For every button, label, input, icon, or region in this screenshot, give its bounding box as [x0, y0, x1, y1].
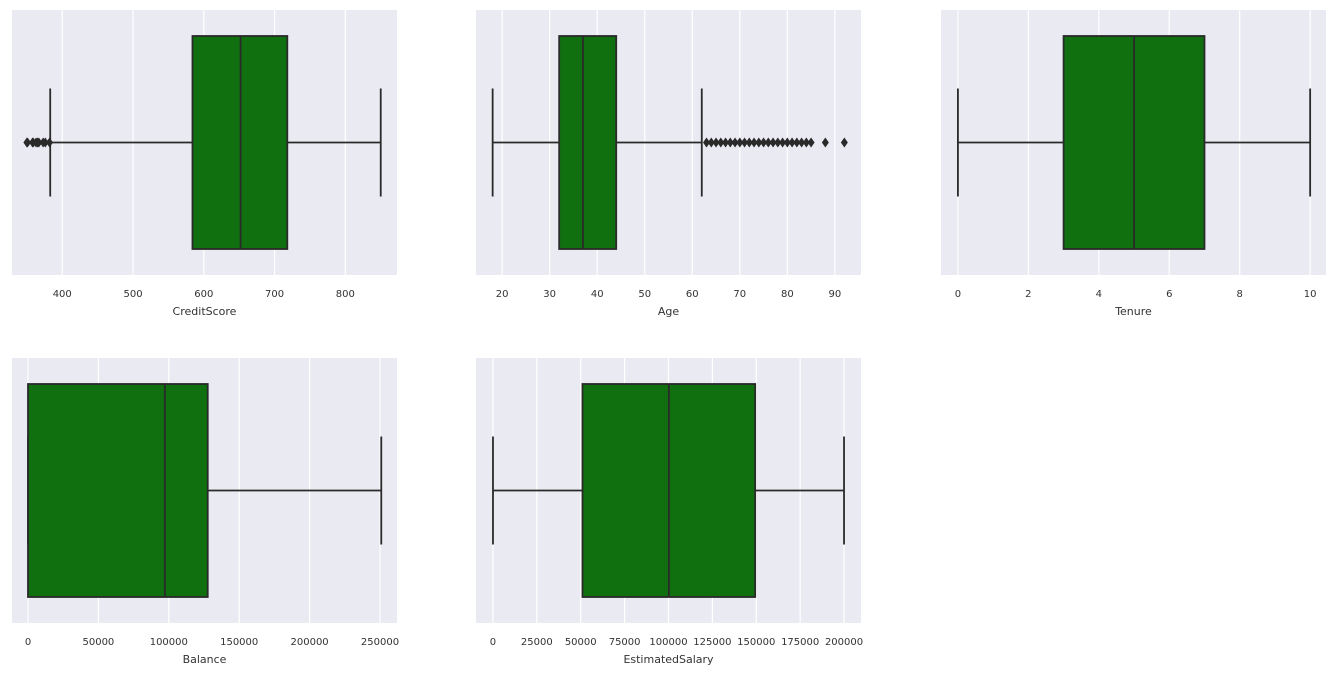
x-tick-label: 250000	[361, 637, 399, 648]
x-tick-label: 8	[1237, 289, 1243, 300]
x-tick-label: 10	[1304, 289, 1317, 300]
x-tick-label: 60	[686, 289, 699, 300]
x-tick-label: 125000	[693, 637, 731, 648]
flier	[726, 137, 734, 148]
x-axis-label: CreditScore	[173, 305, 237, 318]
x-tick-label: 175000	[781, 637, 819, 648]
x-tick-label: 150000	[220, 637, 258, 648]
flier	[707, 137, 715, 148]
flier	[712, 137, 720, 148]
box	[27, 383, 209, 598]
flier	[736, 137, 744, 148]
x-tick-label: 100000	[649, 637, 687, 648]
x-axis-label: EstimatedSalary	[623, 653, 714, 666]
x-axis-label: Tenure	[1114, 305, 1152, 318]
x-tick-label: 400	[53, 289, 72, 300]
flier	[783, 137, 791, 148]
flier	[769, 137, 777, 148]
flier	[41, 137, 49, 148]
x-tick-label: 800	[336, 289, 355, 300]
flier	[703, 137, 711, 148]
flier	[741, 137, 749, 148]
x-tick-label: 25000	[521, 637, 553, 648]
flier	[840, 137, 848, 148]
flier	[46, 137, 54, 148]
flier	[821, 137, 829, 148]
flier	[717, 137, 725, 148]
x-tick-label: 30	[543, 289, 556, 300]
flier	[774, 137, 782, 148]
x-tick-label: 0	[490, 637, 496, 648]
x-tick-label: 50000	[82, 637, 114, 648]
x-tick-label: 75000	[609, 637, 641, 648]
x-tick-label: 500	[123, 289, 142, 300]
flier	[802, 137, 810, 148]
x-tick-label: 0	[25, 637, 31, 648]
x-tick-label: 50	[638, 289, 651, 300]
x-tick-label: 20	[496, 289, 509, 300]
flier	[779, 137, 787, 148]
x-tick-label: 70	[733, 289, 746, 300]
box	[558, 35, 618, 250]
x-tick-label: 4	[1096, 289, 1102, 300]
flier	[798, 137, 806, 148]
x-tick-label: 2	[1025, 289, 1031, 300]
x-tick-label: 600	[194, 289, 213, 300]
x-tick-label: 200000	[825, 637, 863, 648]
flier	[764, 137, 772, 148]
x-tick-label: 80	[781, 289, 794, 300]
flier	[722, 137, 730, 148]
x-tick-label: 0	[955, 289, 961, 300]
flier	[24, 137, 32, 148]
x-tick-label: 90	[828, 289, 841, 300]
flier	[731, 137, 739, 148]
flier	[760, 137, 768, 148]
x-tick-label: 200000	[291, 637, 329, 648]
x-tick-label: 50000	[565, 637, 597, 648]
flier	[745, 137, 753, 148]
flier	[750, 137, 758, 148]
x-axis-label: Balance	[183, 653, 227, 666]
flier	[807, 137, 815, 148]
flier	[793, 137, 801, 148]
x-tick-label: 700	[265, 289, 284, 300]
flier	[35, 137, 43, 148]
x-tick-label: 150000	[737, 637, 775, 648]
flier	[755, 137, 763, 148]
x-axis-label: Age	[658, 305, 680, 318]
x-tick-label: 6	[1166, 289, 1172, 300]
x-tick-label: 100000	[150, 637, 188, 648]
x-tick-label: 40	[591, 289, 604, 300]
flier	[788, 137, 796, 148]
